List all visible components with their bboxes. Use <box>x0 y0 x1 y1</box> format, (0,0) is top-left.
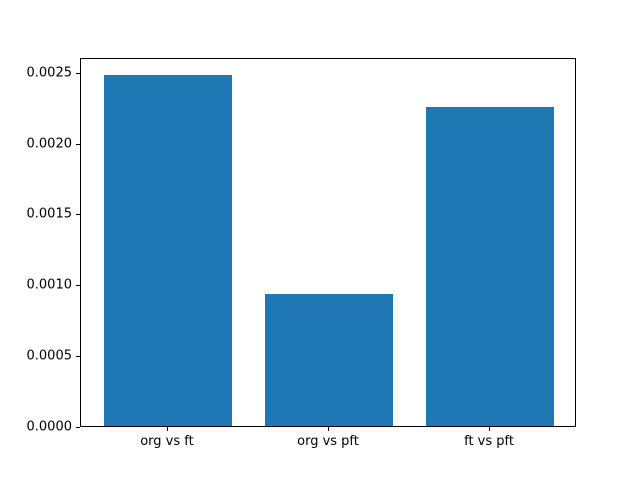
y-tick-mark <box>76 143 80 145</box>
y-tick-label: 0.0005 <box>26 348 73 364</box>
x-tick-label: ft vs pft <box>464 434 514 449</box>
bar-org-vs-ft <box>103 74 233 426</box>
x-tick-mark <box>328 427 329 431</box>
y-tick-mark <box>76 285 80 287</box>
y-tick-mark <box>76 427 80 428</box>
y-tick-label: 0.0015 <box>26 206 73 222</box>
y-tick-mark <box>76 214 80 216</box>
y-tick-mark <box>76 356 80 358</box>
y-tick-label: 0.0020 <box>26 136 73 152</box>
plot-area <box>80 58 576 427</box>
bar-org-vs-pft <box>264 294 394 426</box>
y-tick-mark <box>76 72 80 74</box>
x-tick-mark <box>166 427 168 431</box>
x-tick-mark <box>489 427 491 431</box>
y-tick-label: 0.0025 <box>26 65 73 81</box>
y-tick-label: 0.0010 <box>26 277 73 293</box>
y-tick-label: 0.0000 <box>26 419 73 435</box>
bar-ft-vs-pft <box>425 107 555 426</box>
x-tick-label: org vs pft <box>297 434 359 449</box>
x-tick-label: org vs ft <box>140 434 194 449</box>
